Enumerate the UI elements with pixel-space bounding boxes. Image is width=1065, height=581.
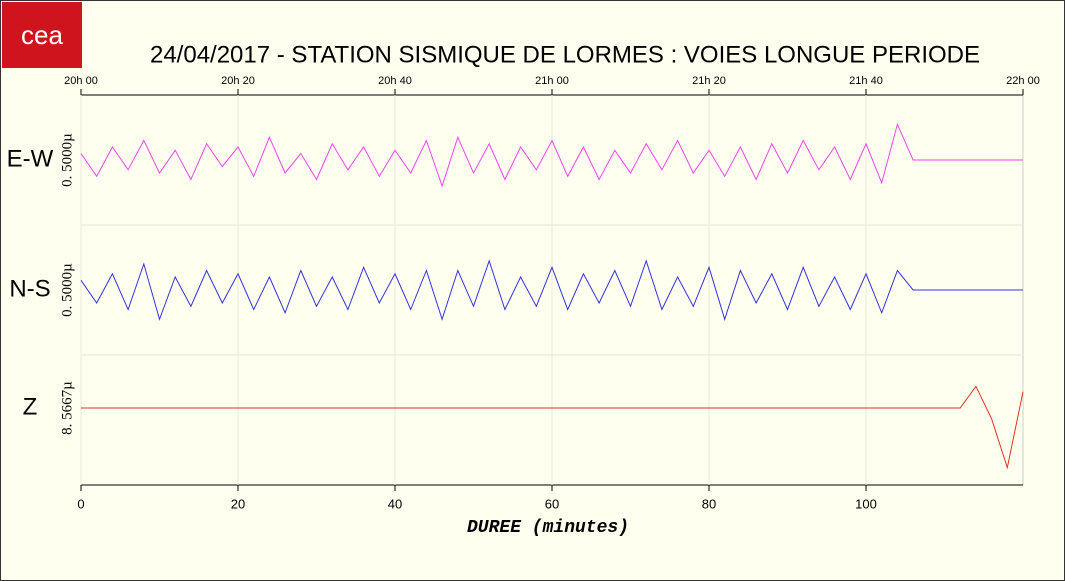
x-tick-label: 60 xyxy=(545,496,559,511)
x-axis-label: DUREE (minutes) xyxy=(467,518,629,538)
channel-name: E-W xyxy=(7,145,54,172)
top-tick-label: 21h 00 xyxy=(535,75,569,87)
x-tick-label: 20 xyxy=(231,496,245,511)
channel-scale: 0. 5000µ xyxy=(59,133,75,187)
chart-title: 24/04/2017 - STATION SISMIQUE DE LORMES … xyxy=(150,41,980,68)
x-tick-label: 80 xyxy=(702,496,716,511)
trace xyxy=(80,122,1023,188)
trace xyxy=(81,385,1024,470)
channel-scale: 0. 5000µ xyxy=(59,263,75,317)
top-tick-label: 20h 20 xyxy=(221,75,255,87)
top-tick-label: 20h 00 xyxy=(64,75,98,87)
x-tick-label: 100 xyxy=(855,496,877,511)
x-tick-label: 0 xyxy=(77,496,84,511)
logo-box xyxy=(2,2,82,68)
top-tick-label: 22h 00 xyxy=(1006,75,1040,87)
channel-name: Z xyxy=(23,393,38,420)
channel-name: N-S xyxy=(9,275,50,302)
top-tick-label: 21h 40 xyxy=(849,75,883,87)
top-tick-label: 21h 20 xyxy=(692,75,726,87)
x-tick-label: 40 xyxy=(388,496,402,511)
trace xyxy=(80,259,1023,321)
channel-scale: 8. 5667µ xyxy=(59,381,75,435)
logo-text: cea xyxy=(21,20,63,50)
top-tick-label: 20h 40 xyxy=(378,75,412,87)
